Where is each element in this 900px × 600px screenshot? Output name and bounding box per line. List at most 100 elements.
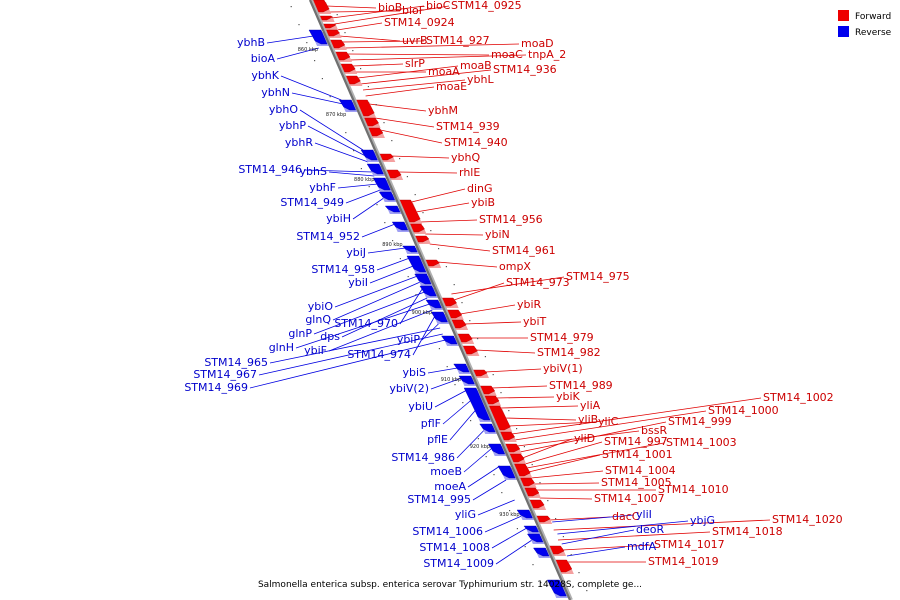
gene-label-ybho[interactable]: ybhO bbox=[269, 103, 298, 116]
gene-label-stm14-0924[interactable]: STM14_0924 bbox=[384, 16, 455, 29]
reverse-gene-feature[interactable] bbox=[366, 163, 384, 175]
gene-label-stm14-956[interactable]: STM14_956 bbox=[479, 213, 543, 226]
gene-label-stm14-946[interactable]: STM14_946 bbox=[238, 163, 302, 176]
gene-label-bioc[interactable]: bioC bbox=[426, 0, 451, 12]
gene-label-stm14-1005[interactable]: STM14_1005 bbox=[601, 476, 672, 489]
gene-label-stm14-961[interactable]: STM14_961 bbox=[492, 244, 556, 257]
gene-label-stm14-1007[interactable]: STM14_1007 bbox=[594, 492, 665, 505]
reverse-gene-feature[interactable] bbox=[402, 245, 418, 253]
reverse-gene-feature[interactable] bbox=[488, 443, 506, 455]
gene-label-stm14-1000[interactable]: STM14_1000 bbox=[708, 404, 779, 417]
gene-label-ybii[interactable]: ybiI bbox=[348, 276, 368, 289]
gene-label-deor[interactable]: deoR bbox=[636, 523, 664, 536]
reverse-gene-feature[interactable] bbox=[372, 177, 391, 191]
reverse-gene-feature[interactable] bbox=[338, 99, 356, 111]
gene-label-ybhs[interactable]: ybhS bbox=[300, 165, 327, 178]
gene-label-ybiv-2[interactable]: ybiV(2) bbox=[389, 382, 429, 395]
gene-label-stm14-939[interactable]: STM14_939 bbox=[436, 120, 500, 133]
gene-label-stm14-1008[interactable]: STM14_1008 bbox=[419, 541, 490, 554]
gene-label-stm14-1001[interactable]: STM14_1001 bbox=[602, 448, 673, 461]
gene-label-pfle[interactable]: pflE bbox=[427, 433, 448, 446]
gene-label-ybis[interactable]: ybiS bbox=[402, 366, 426, 379]
gene-label-stm14-970[interactable]: STM14_970 bbox=[334, 317, 398, 330]
gene-label-stm14-965[interactable]: STM14_965 bbox=[204, 356, 268, 369]
gene-label-stm14-1018[interactable]: STM14_1018 bbox=[712, 525, 783, 538]
gene-label-glnq[interactable]: glnQ bbox=[305, 313, 331, 326]
gene-label-stm14-958[interactable]: STM14_958 bbox=[311, 263, 375, 276]
gene-label-dps[interactable]: dps bbox=[320, 330, 340, 343]
gene-label-glnp[interactable]: glnP bbox=[288, 327, 312, 340]
gene-label-stm14-969[interactable]: STM14_969 bbox=[184, 381, 248, 394]
reverse-gene-feature[interactable] bbox=[479, 423, 496, 433]
gene-label-stm14-952[interactable]: STM14_952 bbox=[296, 230, 360, 243]
gene-label-ylia[interactable]: yliA bbox=[580, 399, 601, 412]
gene-label-stm14-997[interactable]: STM14_997 bbox=[604, 435, 668, 448]
reverse-gene-feature[interactable] bbox=[391, 221, 408, 231]
reverse-gene-feature[interactable] bbox=[419, 285, 437, 297]
gene-label-ybhb[interactable]: ybhB bbox=[237, 36, 265, 49]
gene-label-stm14-1017[interactable]: STM14_1017 bbox=[654, 538, 725, 551]
gene-label-moeb[interactable]: moeB bbox=[430, 465, 462, 478]
gene-label-ybhf[interactable]: ybhF bbox=[309, 181, 336, 194]
gene-label-dacc[interactable]: dacC bbox=[612, 510, 640, 523]
gene-label-slrp[interactable]: slrP bbox=[405, 57, 425, 70]
gene-label-stm14-1020[interactable]: STM14_1020 bbox=[772, 513, 843, 526]
reverse-gene-feature[interactable] bbox=[516, 509, 533, 519]
gene-label-ybip[interactable]: ybiP bbox=[397, 333, 421, 346]
gene-label-ybif[interactable]: ybiF bbox=[304, 344, 327, 357]
gene-label-rhle[interactable]: rhlE bbox=[459, 166, 480, 179]
gene-label-pflf[interactable]: pflF bbox=[421, 417, 441, 430]
gene-label-ybhl[interactable]: ybhL bbox=[467, 73, 494, 86]
gene-label-stm14-927[interactable]: STM14_927 bbox=[426, 34, 490, 47]
gene-label-moab[interactable]: moaB bbox=[460, 59, 492, 72]
reverse-gene-feature[interactable] bbox=[406, 255, 427, 273]
gene-label-ybik[interactable]: ybiK bbox=[556, 390, 581, 403]
gene-label-ybhq[interactable]: ybhQ bbox=[451, 151, 480, 164]
gene-label-stm14-1019[interactable]: STM14_1019 bbox=[648, 555, 719, 568]
gene-label-bssr[interactable]: bssR bbox=[641, 424, 667, 437]
gene-label-stm14-995[interactable]: STM14_995 bbox=[407, 493, 471, 506]
gene-label-ybit[interactable]: ybiT bbox=[523, 315, 547, 328]
gene-label-moae[interactable]: moaE bbox=[436, 80, 467, 93]
gene-label-bioa[interactable]: bioA bbox=[251, 52, 276, 65]
gene-label-ybiu[interactable]: ybiU bbox=[408, 400, 433, 413]
gene-label-stm14-1004[interactable]: STM14_1004 bbox=[605, 464, 676, 477]
gene-label-tnpa-2[interactable]: tnpA_2 bbox=[528, 48, 566, 61]
gene-label-ybjg[interactable]: ybjG bbox=[690, 514, 715, 527]
gene-label-ybib[interactable]: ybiB bbox=[471, 196, 495, 209]
gene-label-ding[interactable]: dinG bbox=[467, 182, 493, 195]
gene-label-stm14-0925[interactable]: STM14_0925 bbox=[451, 0, 522, 12]
reverse-gene-feature[interactable] bbox=[497, 465, 516, 479]
reverse-gene-feature[interactable] bbox=[308, 29, 328, 45]
gene-label-stm14-967[interactable]: STM14_967 bbox=[193, 368, 257, 381]
reverse-gene-feature[interactable] bbox=[463, 387, 491, 421]
reverse-gene-feature[interactable] bbox=[425, 299, 442, 309]
gene-label-ybhp[interactable]: ybhP bbox=[279, 119, 306, 132]
reverse-gene-feature[interactable] bbox=[523, 525, 539, 533]
gene-label-ybij[interactable]: ybiJ bbox=[346, 246, 366, 259]
gene-label-ylig[interactable]: yliG bbox=[455, 508, 476, 521]
gene-label-moad[interactable]: moaD bbox=[521, 37, 554, 50]
gene-label-moac[interactable]: moaC bbox=[491, 48, 523, 61]
gene-label-stm14-1009[interactable]: STM14_1009 bbox=[423, 557, 494, 570]
reverse-gene-feature[interactable] bbox=[360, 149, 378, 161]
gene-label-biob[interactable]: bioB bbox=[378, 1, 402, 14]
gene-label-ybhk[interactable]: ybhK bbox=[251, 69, 279, 82]
gene-label-ylii[interactable]: yliI bbox=[636, 508, 652, 521]
gene-label-ompx[interactable]: ompX bbox=[499, 260, 531, 273]
gene-label-stm14-982[interactable]: STM14_982 bbox=[537, 346, 601, 359]
gene-label-ybiv-1[interactable]: ybiV(1) bbox=[543, 362, 583, 375]
gene-label-stm14-979[interactable]: STM14_979 bbox=[530, 331, 594, 344]
gene-label-stm14-936[interactable]: STM14_936 bbox=[493, 63, 557, 76]
gene-label-mdfa[interactable]: mdfA bbox=[627, 540, 657, 553]
gene-label-ybhr[interactable]: ybhR bbox=[285, 136, 313, 149]
gene-label-ybin[interactable]: ybiN bbox=[485, 228, 510, 241]
gene-label-moea[interactable]: moeA bbox=[434, 480, 466, 493]
gene-label-ybih[interactable]: ybiH bbox=[326, 212, 351, 225]
gene-label-stm14-1010[interactable]: STM14_1010 bbox=[658, 483, 729, 496]
reverse-gene-feature[interactable] bbox=[546, 579, 567, 597]
gene-label-stm14-999[interactable]: STM14_999 bbox=[668, 415, 732, 428]
gene-label-ylib[interactable]: yliB bbox=[578, 413, 598, 426]
reverse-gene-feature[interactable] bbox=[384, 205, 401, 213]
gene-label-stm14-949[interactable]: STM14_949 bbox=[280, 196, 344, 209]
